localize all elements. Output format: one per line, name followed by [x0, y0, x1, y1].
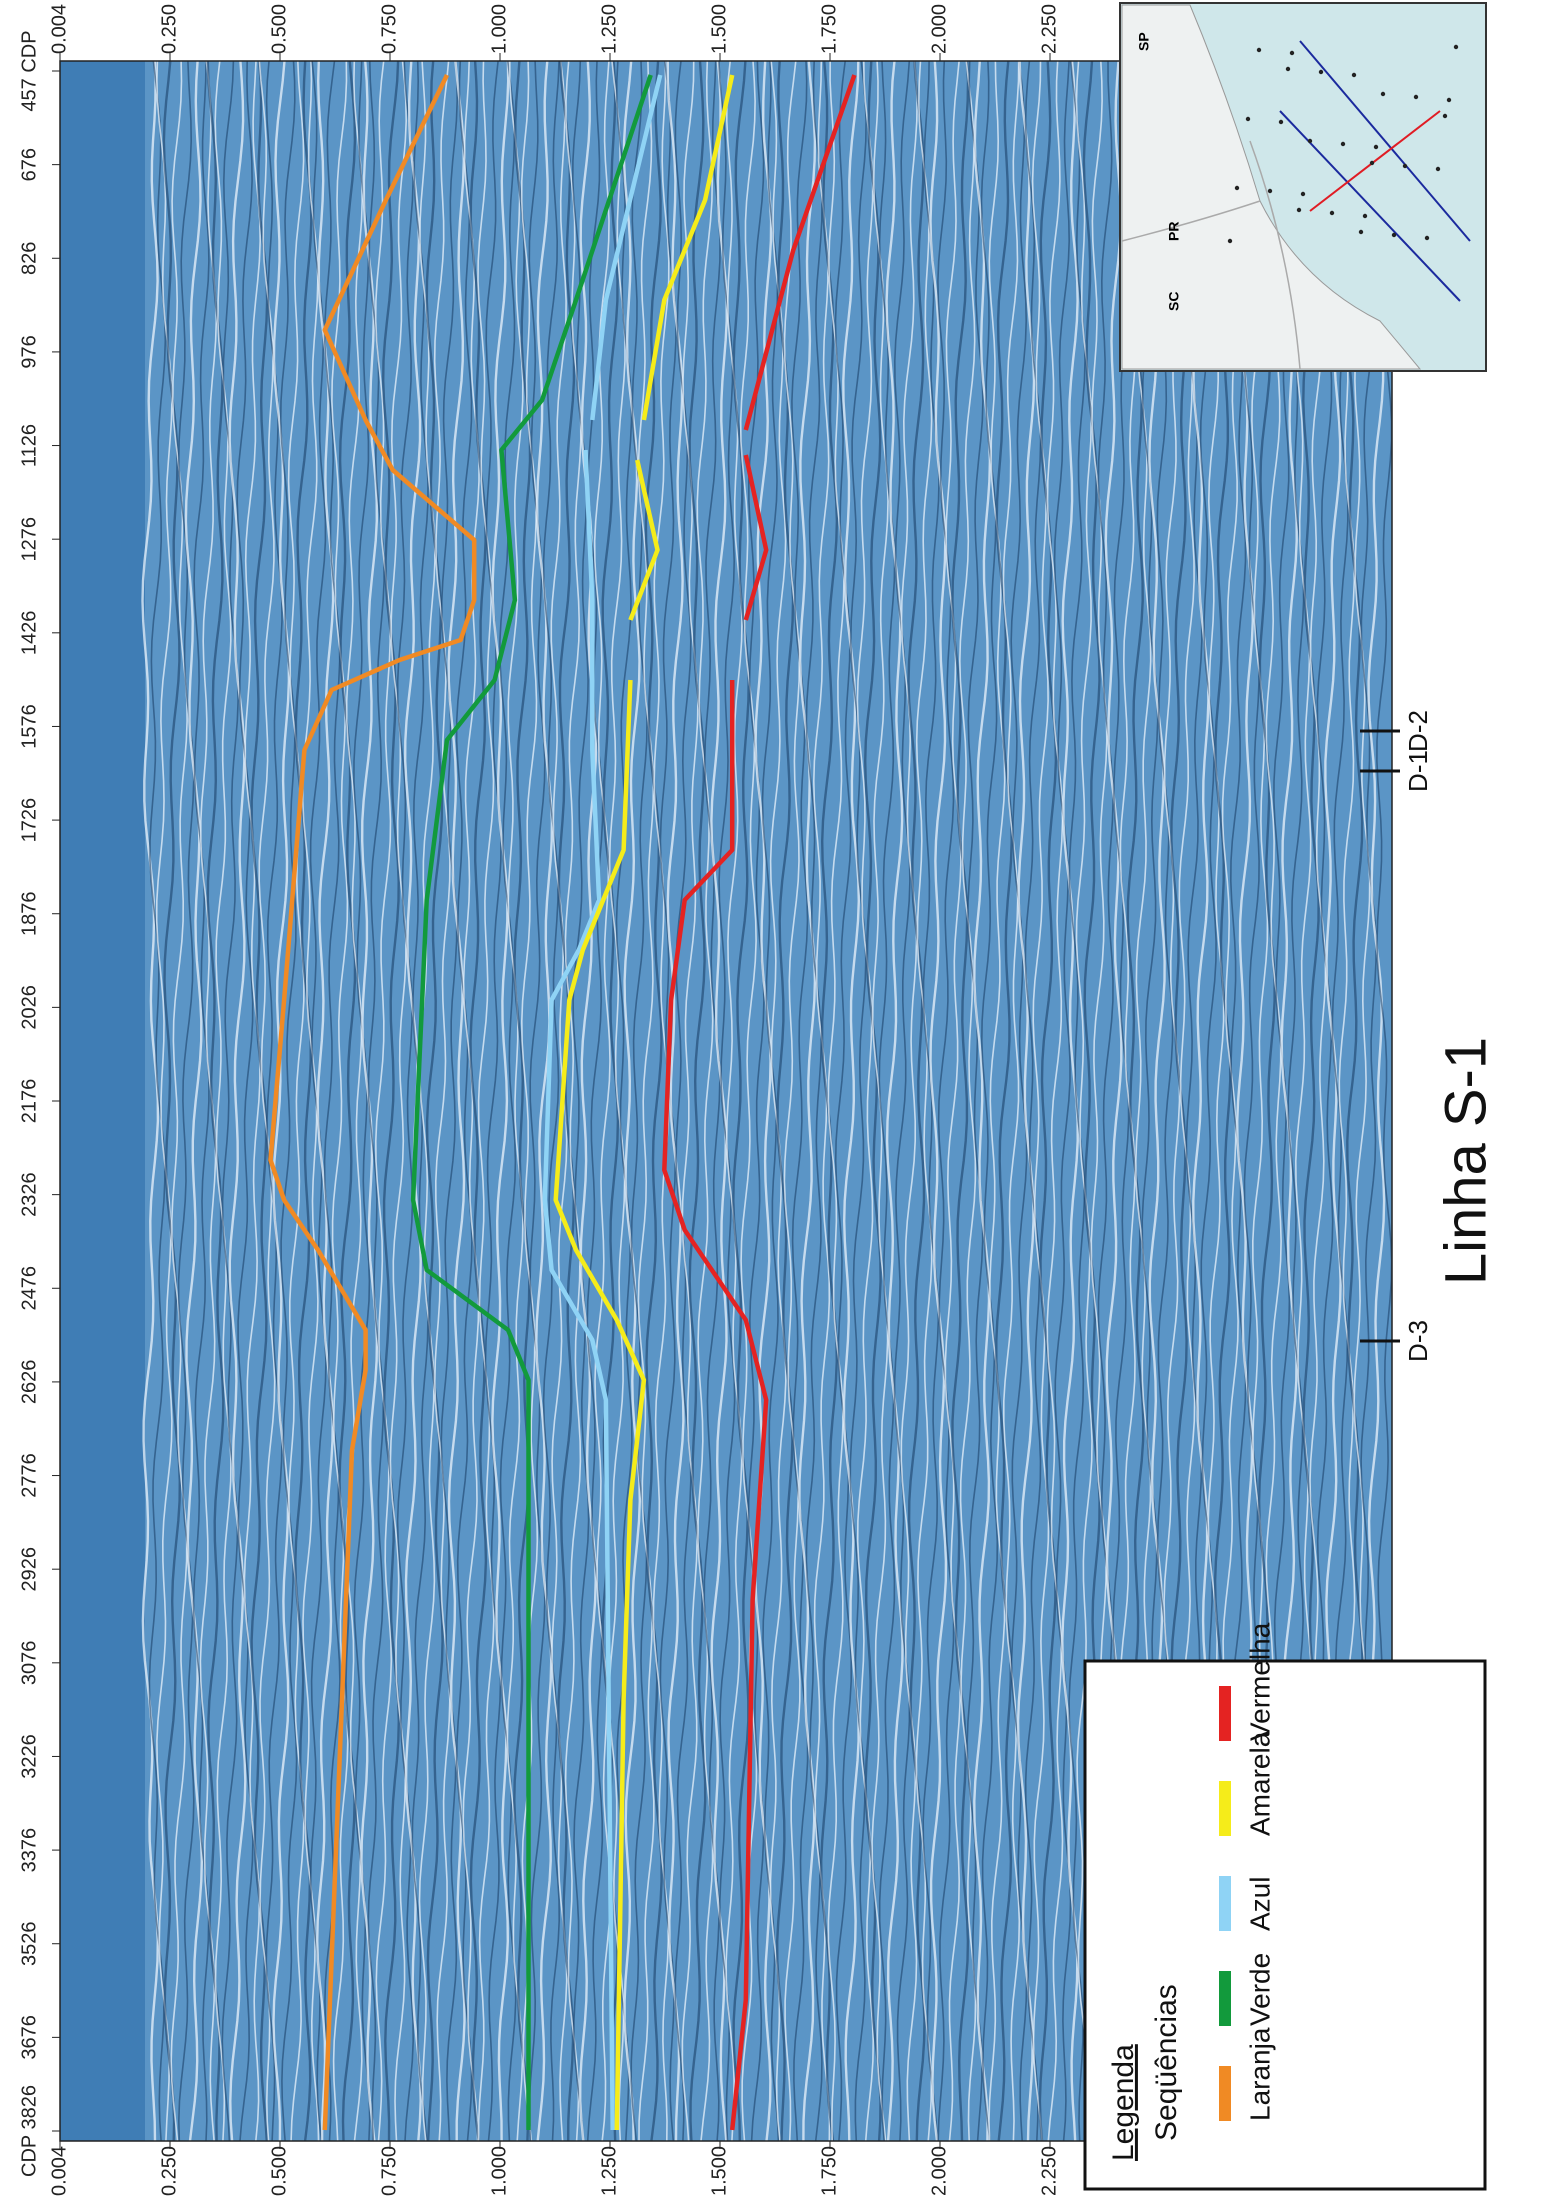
map-dot [1279, 120, 1283, 124]
time-label: 0.250 [158, 4, 180, 54]
cdp-label: 3376 [18, 1828, 40, 1873]
map-dot [1403, 164, 1407, 168]
time-label: 1.750 [818, 4, 840, 54]
time-label: 1.500 [708, 2146, 730, 2196]
cdp-label: 3076 [18, 1641, 40, 1686]
cdp-label: 976 [18, 335, 40, 368]
legend-label: Vermelha [1244, 1622, 1275, 1741]
map-label: PR [1166, 222, 1182, 241]
time-label: 0.004 [48, 2146, 70, 2196]
time-label: 1.000 [488, 4, 510, 54]
map-dot [1443, 114, 1447, 118]
cdp-label: 1276 [18, 517, 40, 562]
well-label: D-1 [1403, 750, 1433, 792]
time-label: 1.250 [598, 2146, 620, 2196]
legend-label: Azul [1244, 1877, 1275, 1931]
map-dot [1447, 98, 1451, 102]
rotated-section: 457 CDP 676 826 976 1126 1276 1426 1576 1726 1876… [0, 0, 1542, 2201]
cdp-label: 2176 [18, 1079, 40, 1124]
map-dot [1425, 236, 1429, 240]
legend-label: Laranja [1244, 2027, 1275, 2121]
time-label: 0.750 [378, 4, 400, 54]
cdp-label: 3526 [18, 1921, 40, 1966]
time-label: 1.750 [818, 2146, 840, 2196]
well-label: D-3 [1403, 1320, 1433, 1362]
time-label: 2.250 [1038, 2146, 1060, 2196]
cdp-label: 2926 [18, 1547, 40, 1592]
map-dot [1352, 73, 1356, 77]
map-dot [1374, 145, 1378, 149]
cdp-label: 3226 [18, 1734, 40, 1779]
cdp-label: 2626 [18, 1360, 40, 1405]
cdp-label: 1426 [18, 611, 40, 656]
cdp-label: 2476 [18, 1266, 40, 1311]
time-label: 2.000 [928, 2146, 950, 2196]
time-label: 0.500 [268, 4, 290, 54]
legend-label: Amarela [1244, 1731, 1275, 1836]
well-label: D-2 [1403, 710, 1433, 752]
time-label: 1.250 [598, 4, 620, 54]
cdp-label: 676 [18, 148, 40, 181]
map-dot [1301, 192, 1305, 196]
cdp-label: 457 CDP [18, 30, 40, 111]
map-dot [1381, 92, 1385, 96]
map-dot [1330, 211, 1334, 215]
time-label: 0.250 [158, 2146, 180, 2196]
map-dot [1392, 233, 1396, 237]
legend: Legenda Seqüências LaranjaVerde Azul Amare… [1085, 1622, 1485, 2189]
cdp-label: 826 [18, 242, 40, 275]
location-map: SP PR SC [1120, 3, 1486, 371]
map-dot [1308, 139, 1312, 143]
map-dot [1454, 45, 1458, 49]
map-dot [1370, 161, 1374, 165]
time-label: 1.000 [488, 2146, 510, 2196]
map-dot [1246, 117, 1250, 121]
line-title: Linha S-1 [1433, 1037, 1498, 1285]
cdp-label: 1726 [18, 798, 40, 843]
time-label: 0.500 [268, 2146, 290, 2196]
page: {"cdp_axis":{"labels":["457 CDP","676","… [0, 0, 1542, 2201]
map-dot [1228, 239, 1232, 243]
cdp-label: 2026 [18, 985, 40, 1030]
cdp-label: 2776 [18, 1453, 40, 1498]
time-label: 0.004 [48, 4, 70, 54]
cdp-label: 1576 [18, 704, 40, 749]
water-column [60, 61, 145, 2141]
map-dot [1363, 214, 1367, 218]
map-dot [1297, 208, 1301, 212]
map-dot [1414, 95, 1418, 99]
legend-subtitle: Seqüências [1150, 1984, 1183, 2141]
map-dot [1319, 70, 1323, 74]
cdp-label: 1876 [18, 891, 40, 936]
figure: 457 CDP 676 826 976 1126 1276 1426 1576 1726 1876… [0, 0, 1542, 2201]
cdp-label: 2326 [18, 1172, 40, 1217]
time-label: 2.000 [928, 4, 950, 54]
cdp-label: CDP 3826 [18, 2085, 40, 2177]
map-dot [1286, 67, 1290, 71]
legend-box [1085, 1661, 1485, 2189]
map-dot [1268, 189, 1272, 193]
time-label: 0.750 [378, 2146, 400, 2196]
time-label: 1.500 [708, 4, 730, 54]
map-dot [1257, 48, 1261, 52]
map-dot [1235, 186, 1239, 190]
cdp-label: 3676 [18, 2015, 40, 2059]
map-dot [1290, 51, 1294, 55]
map-dot [1341, 142, 1345, 146]
map-dot [1359, 230, 1363, 234]
map-label: SC [1166, 292, 1182, 311]
map-dot [1436, 167, 1440, 171]
time-label: 2.250 [1038, 4, 1060, 54]
legend-title: Legenda [1107, 2044, 1140, 2161]
map-label: SP [1136, 32, 1152, 51]
cdp-label: 1126 [18, 424, 40, 467]
legend-label: Verde [1244, 1953, 1275, 2026]
